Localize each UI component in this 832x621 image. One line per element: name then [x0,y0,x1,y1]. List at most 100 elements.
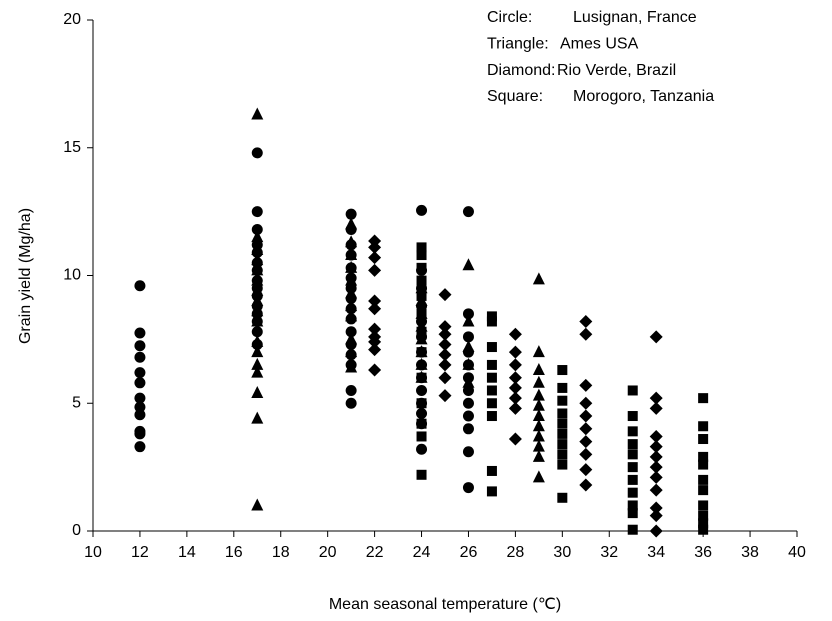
point [627,385,638,396]
x-tick-label: 12 [131,544,149,561]
point [251,334,264,347]
point [345,326,357,338]
point [486,486,497,497]
point [251,107,264,120]
point [251,224,263,236]
x-axis-label: Mean seasonal temperature (℃) [329,596,561,613]
point [251,365,264,378]
legend-marker-label: Circle: [487,9,532,26]
point [416,398,427,409]
point [251,263,264,276]
point [462,340,475,353]
point [557,418,568,429]
point [416,326,427,337]
point [698,500,709,511]
point [251,253,264,266]
point [698,421,709,432]
point [532,470,545,483]
point [368,335,382,349]
point [649,524,663,538]
point [345,248,358,261]
point [134,409,146,421]
point [508,327,522,341]
point [486,398,497,409]
point [416,347,427,358]
x-tick-label: 16 [225,544,243,561]
point [627,411,638,422]
point [416,262,427,273]
point [462,206,474,218]
point [579,422,593,436]
point [532,272,545,285]
point [508,371,522,385]
point [579,409,593,423]
point [557,449,568,460]
point [698,474,709,485]
point [438,288,452,302]
point [649,330,663,344]
point [345,208,357,220]
point [486,385,497,396]
point [532,439,545,452]
point [649,470,663,484]
point [345,260,358,273]
point [134,327,146,339]
x-tick-label: 14 [178,544,196,561]
point [462,446,474,458]
point [368,322,382,336]
point [557,492,568,503]
point [134,340,146,352]
point [368,294,382,308]
point [557,408,568,419]
point [557,439,568,450]
point [462,258,475,271]
point [415,332,428,345]
legend-label: Ames USA [560,36,639,53]
point [416,275,427,286]
point [251,304,264,317]
point [579,463,593,477]
point [251,326,263,338]
point [438,389,452,403]
point [532,429,545,442]
point [416,443,428,455]
point [416,204,428,216]
point [345,217,358,230]
point [557,365,568,376]
point [251,357,264,370]
point [134,401,146,413]
legend-label: Morogoro, Tanzania [573,88,714,105]
y-tick-label: 20 [63,11,81,28]
point [415,357,428,370]
point [438,358,452,372]
point [251,242,264,255]
point [438,337,452,351]
point [251,283,264,296]
point [532,345,545,358]
point [416,407,428,419]
point [134,367,146,379]
y-axis-label: Grain yield (Mg/ha) [17,208,34,344]
point [579,435,593,449]
point [627,524,638,535]
point [416,308,427,319]
point [486,316,497,327]
point [345,273,358,286]
point [438,348,452,362]
point [508,432,522,446]
point [508,345,522,359]
point [579,478,593,492]
point [416,290,427,301]
x-tick-label: 38 [741,544,759,561]
point [579,327,593,341]
point [579,314,593,328]
point [251,314,264,327]
point [345,360,358,373]
point [345,235,358,248]
x-tick-label: 32 [600,544,618,561]
point [462,397,474,409]
x-tick-label: 26 [460,544,478,561]
point [486,411,497,422]
point [251,411,264,424]
